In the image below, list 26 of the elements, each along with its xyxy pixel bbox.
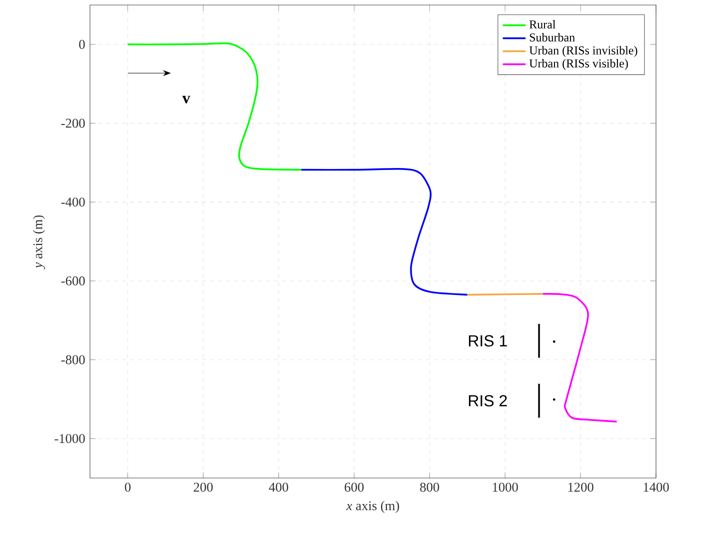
annotation: v bbox=[182, 96, 190, 104]
y-tick-label: 0 bbox=[79, 40, 85, 49]
y-axis-title: y axis (m) bbox=[32, 215, 46, 270]
legend-label: Urban (RISs invisible) bbox=[529, 46, 638, 57]
y-tick-label: -400 bbox=[61, 198, 85, 207]
line-series bbox=[542, 293, 618, 423]
x-tick-label: 1400 bbox=[644, 482, 669, 492]
y-tick-label: -200 bbox=[61, 118, 85, 128]
y-tick-label: -1000 bbox=[54, 434, 85, 444]
annotation: RIS 1 bbox=[468, 335, 507, 346]
x-axis-title: x axis (m) bbox=[346, 500, 400, 513]
x-tick-label: 0 bbox=[124, 482, 131, 492]
x-tick-label: 200 bbox=[194, 482, 213, 492]
x-tick-label: 600 bbox=[344, 482, 364, 492]
x-tick-label: 800 bbox=[420, 482, 440, 492]
legend-label: Urban (RISs visible) bbox=[529, 59, 628, 70]
line-series bbox=[126, 42, 302, 171]
x-tick-label: 1000 bbox=[492, 482, 518, 492]
y-tick-label: -600 bbox=[61, 276, 85, 286]
annotation: RIS 2 bbox=[468, 395, 507, 406]
x-tick-label: 1200 bbox=[568, 482, 594, 492]
x-tick-label: 400 bbox=[268, 482, 288, 492]
line-series bbox=[300, 168, 468, 296]
y-tick-label: -800 bbox=[61, 355, 85, 364]
legend-label: Rural bbox=[529, 20, 556, 29]
legend-label: Suburban bbox=[530, 33, 575, 42]
